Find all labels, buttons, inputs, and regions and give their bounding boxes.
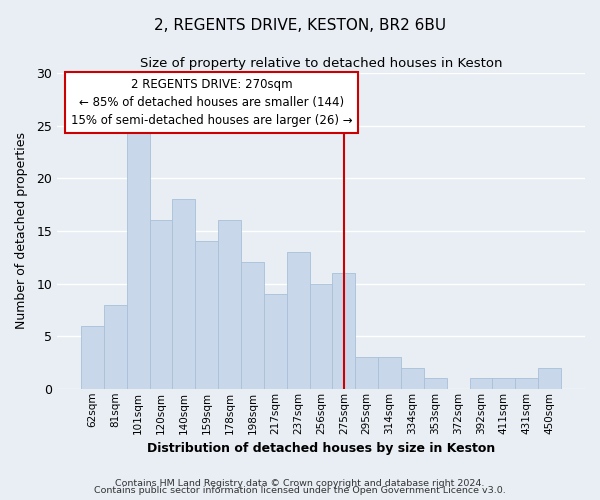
Text: Contains HM Land Registry data © Crown copyright and database right 2024.: Contains HM Land Registry data © Crown c… bbox=[115, 478, 485, 488]
Bar bbox=[104, 304, 127, 389]
Bar bbox=[310, 284, 332, 389]
Bar bbox=[332, 273, 355, 389]
Text: Contains public sector information licensed under the Open Government Licence v3: Contains public sector information licen… bbox=[94, 486, 506, 495]
Text: 2 REGENTS DRIVE: 270sqm
← 85% of detached houses are smaller (144)
15% of semi-d: 2 REGENTS DRIVE: 270sqm ← 85% of detache… bbox=[71, 78, 352, 128]
Bar bbox=[218, 220, 241, 389]
Bar bbox=[172, 200, 196, 389]
Bar bbox=[515, 378, 538, 389]
Bar bbox=[264, 294, 287, 389]
Bar bbox=[378, 357, 401, 389]
Title: Size of property relative to detached houses in Keston: Size of property relative to detached ho… bbox=[140, 58, 502, 70]
Bar bbox=[196, 242, 218, 389]
Bar bbox=[287, 252, 310, 389]
Bar bbox=[424, 378, 447, 389]
Bar bbox=[401, 368, 424, 389]
Text: 2, REGENTS DRIVE, KESTON, BR2 6BU: 2, REGENTS DRIVE, KESTON, BR2 6BU bbox=[154, 18, 446, 32]
X-axis label: Distribution of detached houses by size in Keston: Distribution of detached houses by size … bbox=[147, 442, 495, 455]
Bar bbox=[538, 368, 561, 389]
Bar bbox=[241, 262, 264, 389]
Bar bbox=[493, 378, 515, 389]
Bar bbox=[470, 378, 493, 389]
Bar bbox=[81, 326, 104, 389]
Bar bbox=[355, 357, 378, 389]
Y-axis label: Number of detached properties: Number of detached properties bbox=[15, 132, 28, 330]
Bar bbox=[149, 220, 172, 389]
Bar bbox=[127, 126, 149, 389]
